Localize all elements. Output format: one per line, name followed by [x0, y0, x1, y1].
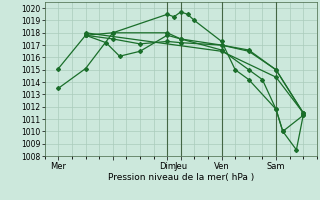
- X-axis label: Pression niveau de la mer( hPa ): Pression niveau de la mer( hPa ): [108, 173, 254, 182]
